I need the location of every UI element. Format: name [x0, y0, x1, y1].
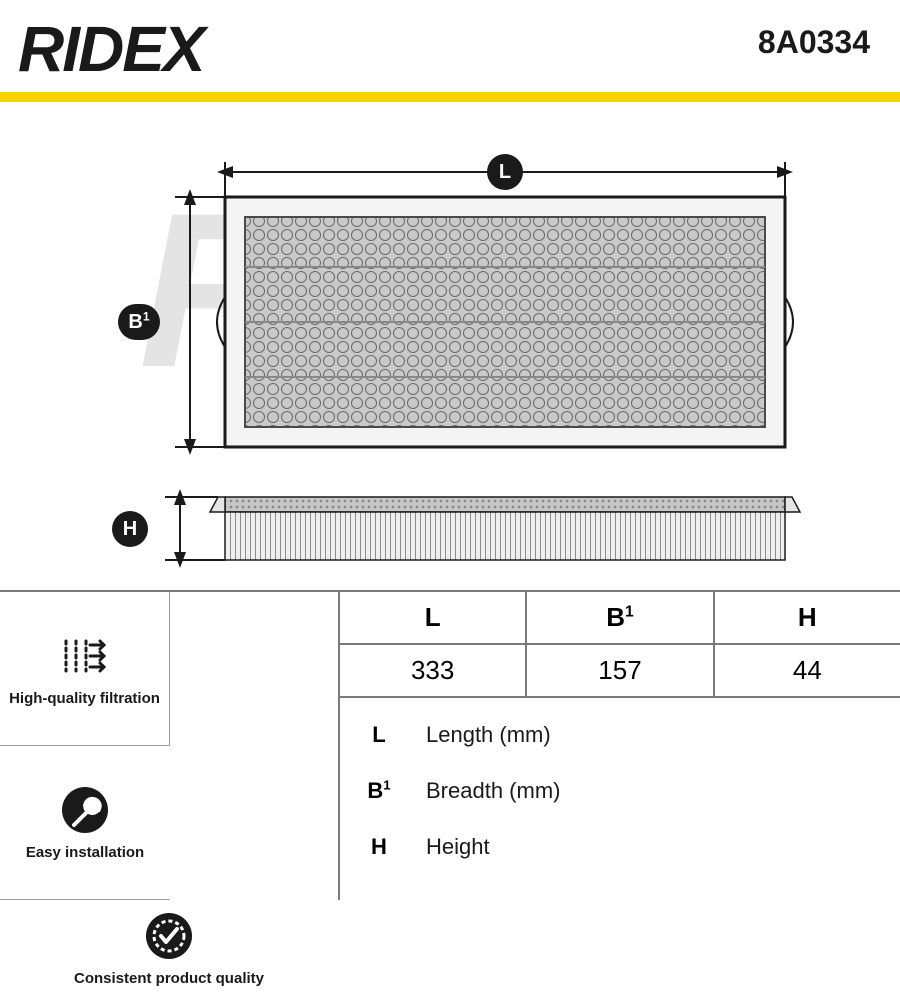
- height-label-badge: H: [112, 511, 148, 547]
- filter-top-view: [217, 197, 793, 447]
- quality-check-icon: [143, 910, 195, 962]
- length-label-badge: L: [487, 154, 523, 190]
- legend-sym-L: L: [340, 716, 418, 754]
- dim-header-H: H: [715, 592, 900, 643]
- breadth-label: B1: [128, 311, 149, 334]
- dim-value-B1: 157: [527, 645, 714, 696]
- part-number: 8A0334: [758, 24, 870, 61]
- legend-txt-H: Height: [418, 828, 900, 866]
- features-grid: High-quality filtration Easy installatio…: [0, 592, 340, 900]
- dimensions-table: L B1 H 333 157 44 L Length (mm) B1 Bread…: [340, 592, 900, 900]
- legend-sym-H: H: [340, 828, 418, 866]
- feature-installation-label: Easy installation: [26, 844, 144, 862]
- dim-header-L: L: [340, 592, 527, 643]
- brand-logo: RIDEX: [18, 12, 204, 86]
- feature-filtration-label: High-quality filtration: [9, 690, 160, 708]
- header: RIDEX 8A0334: [0, 0, 900, 86]
- dim-value-L: 333: [340, 645, 527, 696]
- legend-sym-B1: B1: [340, 772, 418, 810]
- height-label: H: [123, 518, 137, 541]
- dimensions-legend: L Length (mm) B1 Breadth (mm) H Height: [340, 698, 900, 866]
- feature-quality: Consistent product quality: [0, 900, 338, 998]
- dim-header-B1: B1: [527, 592, 714, 643]
- length-label: L: [499, 161, 511, 184]
- legend-txt-B1: Breadth (mm): [418, 772, 900, 810]
- feature-installation: Easy installation: [0, 746, 170, 900]
- legend-txt-L: Length (mm): [418, 716, 900, 754]
- dimensions-header-row: L B1 H: [340, 592, 900, 645]
- feature-quality-label: Consistent product quality: [74, 970, 264, 988]
- filtration-icon: [59, 630, 111, 682]
- wrench-icon: [59, 784, 111, 836]
- diagram-svg: L B1 H: [0, 102, 900, 582]
- technical-diagram: L B1 H: [0, 102, 900, 587]
- filter-side-view: [210, 497, 800, 560]
- breadth-label-badge: B1: [118, 304, 160, 340]
- dimensions-value-row: 333 157 44: [340, 645, 900, 698]
- accent-bar: [0, 92, 900, 102]
- info-panel: High-quality filtration Easy installatio…: [0, 590, 900, 900]
- feature-filtration: High-quality filtration: [0, 592, 170, 746]
- dim-value-H: 44: [715, 645, 900, 696]
